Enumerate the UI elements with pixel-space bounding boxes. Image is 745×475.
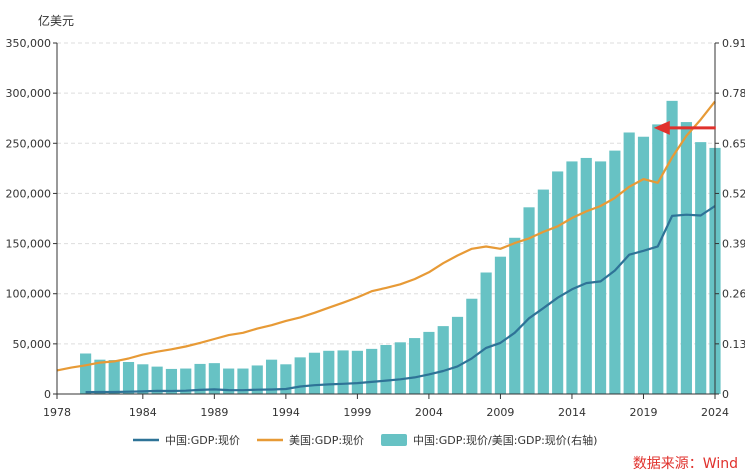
y-left-tick-label: 250,000 bbox=[6, 137, 52, 150]
y-left-tick-label: 50,000 bbox=[13, 338, 52, 351]
bar-1995 bbox=[294, 357, 306, 394]
y-left-tick-label: 350,000 bbox=[6, 37, 52, 50]
bar-1988 bbox=[194, 363, 206, 394]
bar-2019 bbox=[637, 136, 650, 394]
bar-2010 bbox=[509, 237, 521, 394]
bar-2017 bbox=[609, 150, 621, 394]
axes: 0 0 50,000 0.13 100,000 0.26 150,000 0.39 200,00… bbox=[6, 37, 745, 419]
y-right-tick-label: 0.39 bbox=[722, 238, 745, 251]
y-right-tick-label: 0.26 bbox=[722, 288, 745, 301]
bar-1985 bbox=[151, 366, 163, 394]
x-tick-label: 2004 bbox=[415, 406, 443, 419]
x-tick-label: 1994 bbox=[272, 406, 300, 419]
bar-2023 bbox=[695, 142, 707, 394]
legend-swatch-3 bbox=[381, 434, 407, 446]
series-line-1 bbox=[85, 205, 716, 394]
bar-1983 bbox=[122, 361, 135, 394]
gdp-lines bbox=[56, 100, 716, 394]
x-tick-label: 1984 bbox=[129, 406, 157, 419]
y-right-tick-label: 0.52 bbox=[722, 187, 745, 200]
y-left-tick-label: 300,000 bbox=[6, 87, 52, 100]
bar-2022 bbox=[680, 122, 692, 395]
bar-1999 bbox=[351, 350, 363, 394]
bar-1986 bbox=[165, 368, 178, 394]
bar-2013 bbox=[552, 171, 564, 394]
legend-label-3: 中国:GDP:现价/美国:GDP:现价(右轴) bbox=[413, 433, 597, 447]
x-tick-label: 1978 bbox=[43, 406, 71, 419]
bar-1990 bbox=[223, 368, 235, 394]
bar-2009 bbox=[494, 256, 507, 394]
bar-2001 bbox=[380, 345, 392, 394]
bar-1989 bbox=[208, 363, 220, 394]
bar-2007 bbox=[466, 298, 478, 394]
bar-1996 bbox=[308, 352, 321, 394]
bar-2018 bbox=[623, 132, 635, 394]
bar-1997 bbox=[323, 350, 335, 394]
y-left-tick-label: 150,000 bbox=[6, 238, 52, 251]
y-right-tick-label: 0 bbox=[722, 388, 729, 401]
y-left-tick-label: 0 bbox=[44, 388, 51, 401]
left-axis-unit: 亿美元 bbox=[38, 13, 74, 28]
bar-2000 bbox=[366, 348, 378, 394]
bar-1998 bbox=[337, 350, 349, 394]
bar-2003 bbox=[409, 338, 421, 394]
bar-1993 bbox=[265, 359, 278, 394]
bar-1984 bbox=[137, 364, 149, 394]
legend: 中国:GDP:现价 美国:GDP:现价 中国:GDP:现价/美国:GDP:现价(右轴… bbox=[133, 433, 597, 447]
legend-label-2: 美国:GDP:现价 bbox=[289, 434, 364, 447]
x-tick-label: 2014 bbox=[558, 406, 586, 419]
bar-2020 bbox=[652, 124, 664, 394]
bar-2002 bbox=[394, 342, 406, 394]
x-tick-label: 2024 bbox=[701, 406, 729, 419]
x-tick-label: 1989 bbox=[200, 406, 228, 419]
annotation-arrow bbox=[653, 120, 716, 135]
x-tick-label: 2009 bbox=[486, 406, 514, 419]
legend-label-1: 中国:GDP:现价 bbox=[165, 434, 240, 447]
bar-2021 bbox=[666, 100, 678, 394]
bar-1992 bbox=[251, 365, 263, 394]
bar-1987 bbox=[180, 368, 192, 394]
y-left-tick-label: 200,000 bbox=[6, 187, 52, 200]
ratio-bars bbox=[80, 100, 721, 395]
bar-1991 bbox=[237, 368, 249, 394]
bar-1982 bbox=[108, 360, 120, 394]
bar-1980 bbox=[80, 353, 92, 394]
bar-1981 bbox=[94, 359, 106, 394]
source-note: 数据来源：Wind bbox=[633, 456, 738, 472]
y-right-tick-label: 0.13 bbox=[722, 338, 745, 351]
series-line-2 bbox=[56, 100, 716, 372]
x-tick-label: 2019 bbox=[629, 406, 657, 419]
bar-2004 bbox=[423, 331, 435, 394]
bar-2011 bbox=[523, 207, 535, 394]
bar-2008 bbox=[480, 272, 492, 394]
bar-2012 bbox=[537, 189, 549, 394]
y-right-tick-label: 0.91 bbox=[722, 37, 745, 50]
arrow-head bbox=[653, 120, 670, 135]
y-left-tick-label: 100,000 bbox=[6, 288, 52, 301]
bar-2016 bbox=[594, 161, 607, 394]
bar-2014 bbox=[566, 161, 578, 394]
bar-2006 bbox=[451, 316, 464, 394]
bar-2015 bbox=[580, 157, 592, 394]
y-right-tick-label: 0.65 bbox=[722, 137, 745, 150]
x-tick-label: 1999 bbox=[343, 406, 371, 419]
bar-2005 bbox=[437, 326, 449, 394]
y-right-tick-label: 0.78 bbox=[722, 87, 745, 100]
bar-1994 bbox=[280, 364, 292, 394]
